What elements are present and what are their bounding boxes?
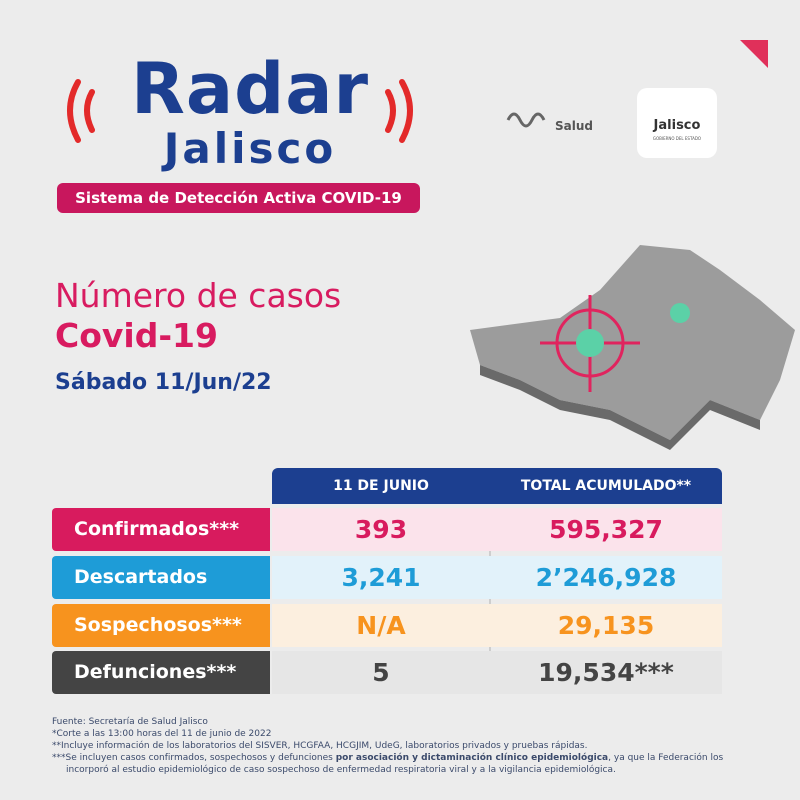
row-label: Sospechosos*** [52,604,270,647]
day-value: 3,241 [341,563,421,592]
row-bg [272,556,722,599]
heading-line1: Número de casos [55,276,342,315]
row-bg [272,604,722,647]
row-label: Confirmados*** [52,508,270,551]
footnote: Fuente: Secretaría de Salud Jalisco [52,717,208,727]
tagline: Sistema de Detección Activa COVID-19 [57,183,420,213]
logo-title: Radar [130,48,369,130]
salud-label: Salud [555,119,593,133]
heading-date: Sábado 11/Jun/22 [55,370,272,395]
footnote-text: ***Se incluyen casos confirmados, sospec… [52,753,336,763]
radar-waves [67,79,413,143]
row-bg [272,651,722,694]
day-value: N/A [356,611,406,640]
row-bg [272,508,722,551]
state-sub: GOBIERNO DEL ESTADO [652,136,702,141]
logo-subtitle: Jalisco [163,124,337,173]
footnote-emphasis: por asociación y dictaminación clínico e… [335,753,609,763]
total-value: 29,135 [557,611,655,640]
footnote: **Incluye información de los laboratorio… [52,741,588,751]
state-badge [637,88,717,158]
state-label: Jalisco [653,118,701,133]
footnote-text: , ya que la Federación los incorporó al … [66,753,724,775]
salud-icon [506,112,546,128]
footnotes: Fuente: Secretaría de Salud Jalisco *Cort… [52,716,752,776]
day-value: 5 [372,658,390,687]
total-value: 19,534*** [538,658,674,687]
map-side [480,365,760,450]
row-label: Descartados [52,556,270,599]
corner [740,40,768,68]
column-header: 11 DE JUNIO [272,468,490,504]
total-value: 2’246,928 [535,563,677,592]
row-label: Defunciones*** [52,651,270,694]
footnote: ***Se incluyen casos confirmados, sospec… [52,752,752,776]
total-value: 595,327 [549,515,663,544]
virus [670,303,690,323]
day-value: 393 [354,515,408,544]
heading-line2: Covid-19 [55,316,218,355]
footnote: *Corte a las 13:00 horas del 11 de junio… [52,729,272,739]
column-header: TOTAL ACUMULADO** [490,468,722,504]
virus [576,329,604,357]
